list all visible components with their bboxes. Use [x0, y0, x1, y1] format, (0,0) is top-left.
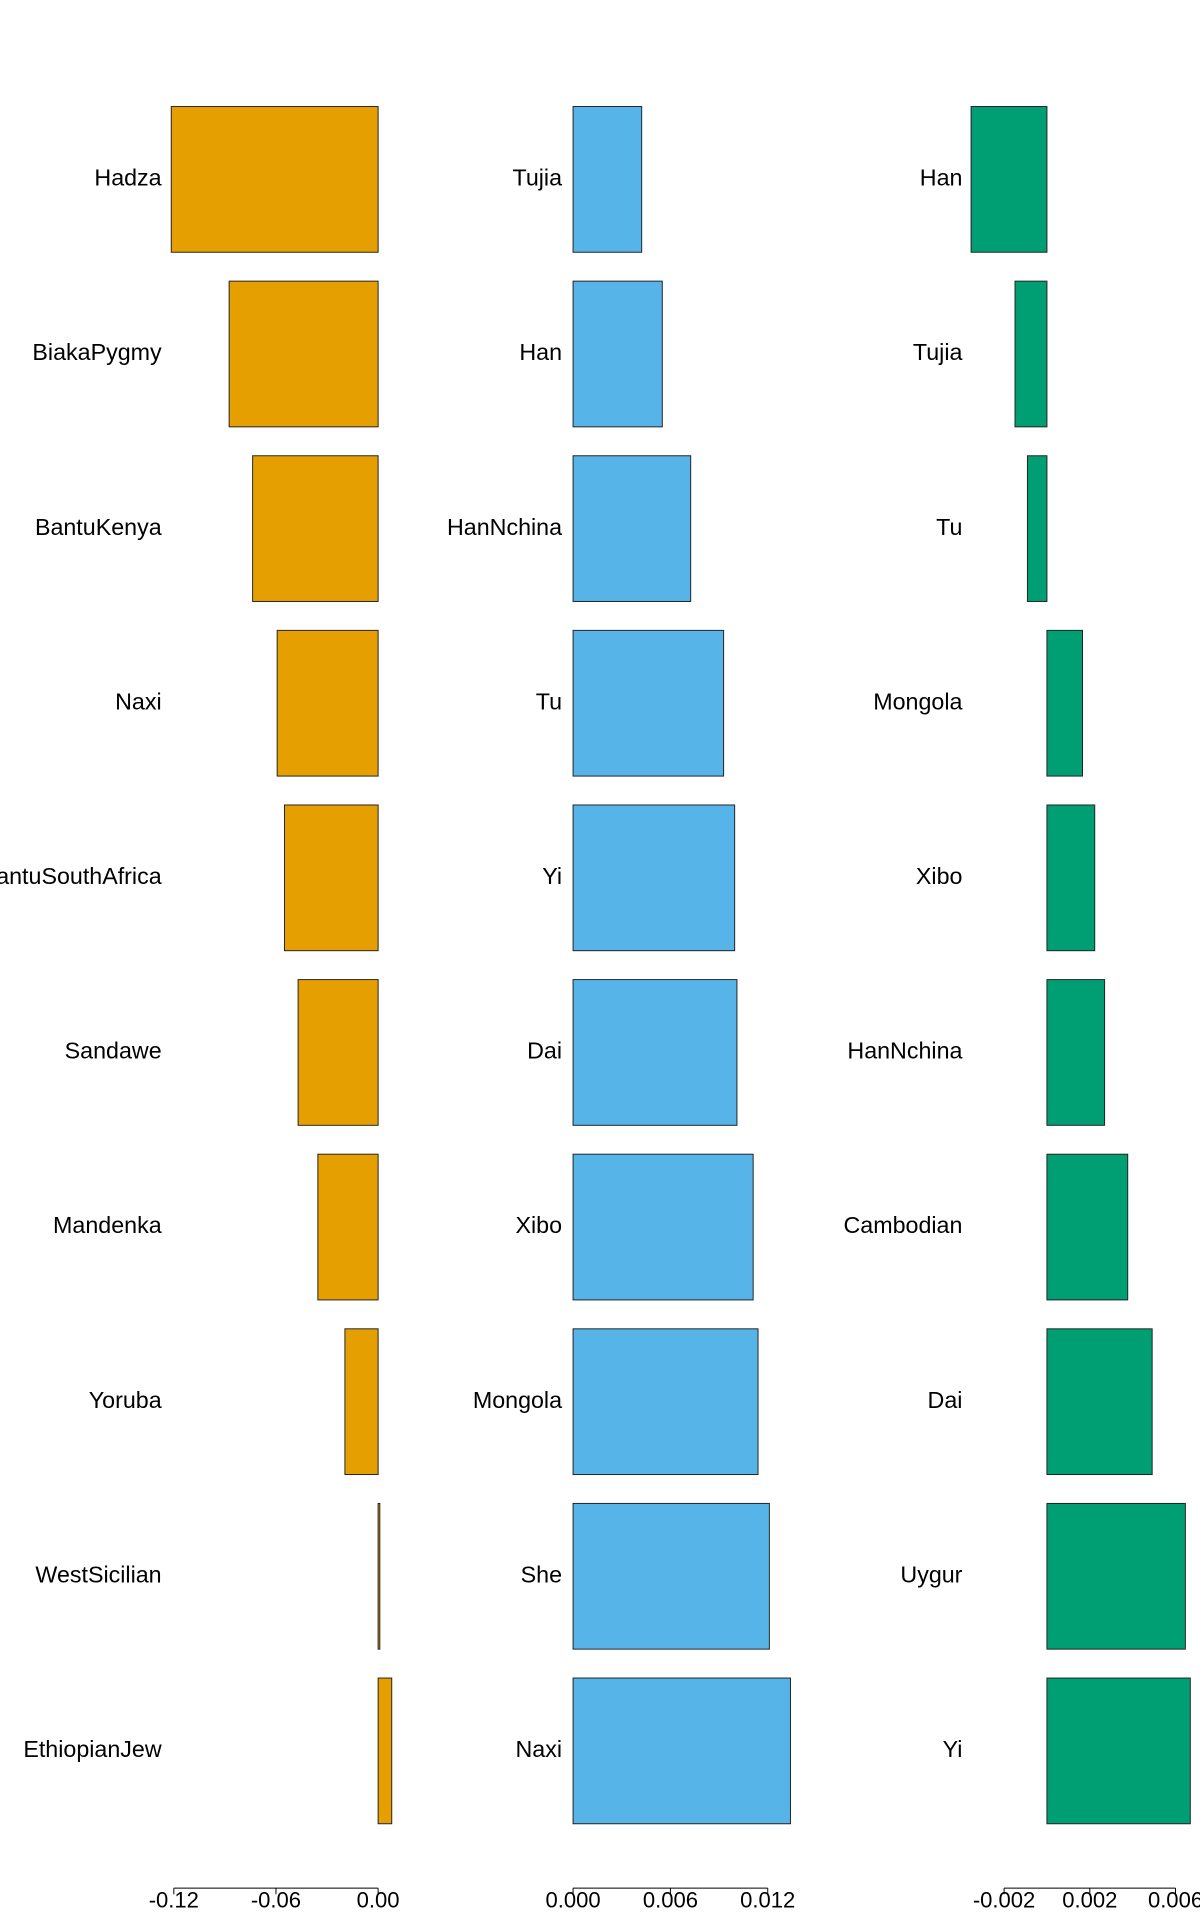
category-label: Xibo	[916, 863, 963, 889]
bar	[572, 1328, 759, 1476]
bar	[572, 629, 725, 777]
bar	[1046, 979, 1106, 1126]
x-tick-label: 0.00	[357, 1887, 400, 1912]
bar	[1046, 1502, 1186, 1650]
category-label: EthiopianJew	[23, 1736, 162, 1762]
category-label: Yi	[943, 1736, 963, 1762]
bar	[1026, 455, 1048, 602]
category-label: HanNchina	[447, 514, 562, 540]
category-label: Sandawe	[65, 1038, 162, 1064]
bar	[572, 1677, 791, 1825]
category-label: Yoruba	[89, 1387, 162, 1413]
bar	[1046, 1328, 1153, 1476]
category-label: Cambodian	[844, 1212, 963, 1238]
category-label: She	[521, 1561, 562, 1587]
bar	[297, 979, 379, 1126]
bar	[317, 1153, 379, 1301]
category-label: Mongola	[473, 1387, 562, 1413]
bar	[1046, 1677, 1191, 1825]
bar	[1046, 1153, 1129, 1301]
bar	[970, 106, 1048, 253]
x-tick-label: 0.002	[1062, 1887, 1117, 1912]
category-label: Mongola	[873, 688, 962, 714]
category-label: BantuKenya	[35, 514, 162, 540]
bar	[377, 1677, 393, 1825]
category-label: Naxi	[115, 688, 162, 714]
x-tick-label: -0.06	[251, 1887, 301, 1912]
bar	[1046, 629, 1083, 777]
bar	[572, 1153, 754, 1301]
category-label: BantuSouthAfrica	[0, 863, 162, 889]
category-label: Tu	[936, 514, 962, 540]
category-label: Tujia	[513, 165, 563, 191]
category-label: Tu	[536, 688, 562, 714]
category-label: HanNchina	[847, 1038, 962, 1064]
category-label: Mandenka	[53, 1212, 162, 1238]
bar	[344, 1328, 379, 1476]
category-label: WestSicilian	[35, 1561, 161, 1587]
bar	[228, 280, 379, 428]
category-label: Hadza	[94, 165, 161, 191]
bar	[572, 106, 643, 253]
bar	[377, 1502, 381, 1650]
category-label: BiakaPygmy	[32, 339, 162, 365]
category-label: Dai	[928, 1387, 963, 1413]
bar	[276, 629, 379, 777]
bar	[1046, 804, 1096, 952]
category-label: Uygur	[900, 1561, 962, 1587]
category-label: Xibo	[515, 1212, 562, 1238]
bar	[283, 804, 379, 952]
bar	[1014, 280, 1048, 428]
bar	[572, 1502, 770, 1650]
x-tick-label: -0.002	[973, 1887, 1035, 1912]
bar	[252, 455, 379, 602]
x-tick-label: 0.000	[545, 1887, 600, 1912]
category-label: Han	[920, 165, 963, 191]
x-tick-label: -0.12	[149, 1887, 199, 1912]
bar	[572, 280, 663, 428]
category-label: Tujia	[913, 339, 963, 365]
x-tick-label: 0.006	[1148, 1887, 1200, 1912]
bar	[572, 455, 692, 602]
bar	[170, 106, 379, 253]
x-tick-label: 0.012	[740, 1887, 795, 1912]
x-tick-label: 0.006	[643, 1887, 698, 1912]
bar	[572, 804, 736, 952]
bar	[572, 979, 738, 1126]
category-label: Naxi	[516, 1736, 563, 1762]
category-label: Yi	[542, 863, 562, 889]
category-label: Han	[519, 339, 562, 365]
category-label: Dai	[527, 1038, 562, 1064]
